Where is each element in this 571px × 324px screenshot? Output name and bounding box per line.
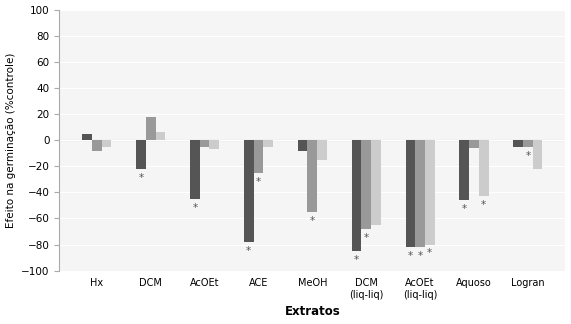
- Bar: [146, 117, 155, 140]
- Bar: [405, 140, 415, 247]
- Bar: [425, 140, 435, 245]
- Bar: [460, 140, 469, 200]
- Text: *: *: [309, 216, 315, 226]
- Text: *: *: [138, 173, 143, 183]
- Bar: [469, 140, 479, 148]
- Text: *: *: [427, 249, 432, 259]
- Text: *: *: [417, 251, 423, 261]
- Bar: [371, 140, 381, 225]
- Bar: [92, 140, 102, 151]
- Bar: [200, 140, 210, 147]
- Bar: [533, 140, 542, 169]
- Bar: [102, 140, 111, 147]
- Bar: [307, 140, 317, 212]
- Bar: [190, 140, 200, 199]
- Text: *: *: [354, 255, 359, 265]
- Text: *: *: [192, 203, 198, 213]
- Bar: [479, 140, 489, 196]
- Text: *: *: [408, 251, 413, 261]
- Bar: [254, 140, 263, 173]
- Bar: [523, 140, 533, 147]
- Bar: [352, 140, 361, 251]
- Text: *: *: [364, 233, 369, 243]
- Bar: [244, 140, 254, 242]
- Text: *: *: [462, 204, 467, 214]
- Text: *: *: [256, 177, 261, 187]
- Bar: [415, 140, 425, 247]
- Bar: [361, 140, 371, 229]
- Text: *: *: [525, 151, 530, 161]
- Bar: [155, 132, 165, 140]
- Bar: [136, 140, 146, 169]
- Bar: [513, 140, 523, 147]
- Bar: [210, 140, 219, 149]
- Bar: [317, 140, 327, 160]
- Bar: [263, 140, 273, 147]
- X-axis label: Extratos: Extratos: [284, 306, 340, 318]
- Bar: [297, 140, 307, 151]
- Y-axis label: Efeito na germinação (%controle): Efeito na germinação (%controle): [6, 52, 15, 228]
- Bar: [82, 133, 92, 140]
- Text: *: *: [246, 246, 251, 256]
- Text: *: *: [481, 200, 486, 210]
